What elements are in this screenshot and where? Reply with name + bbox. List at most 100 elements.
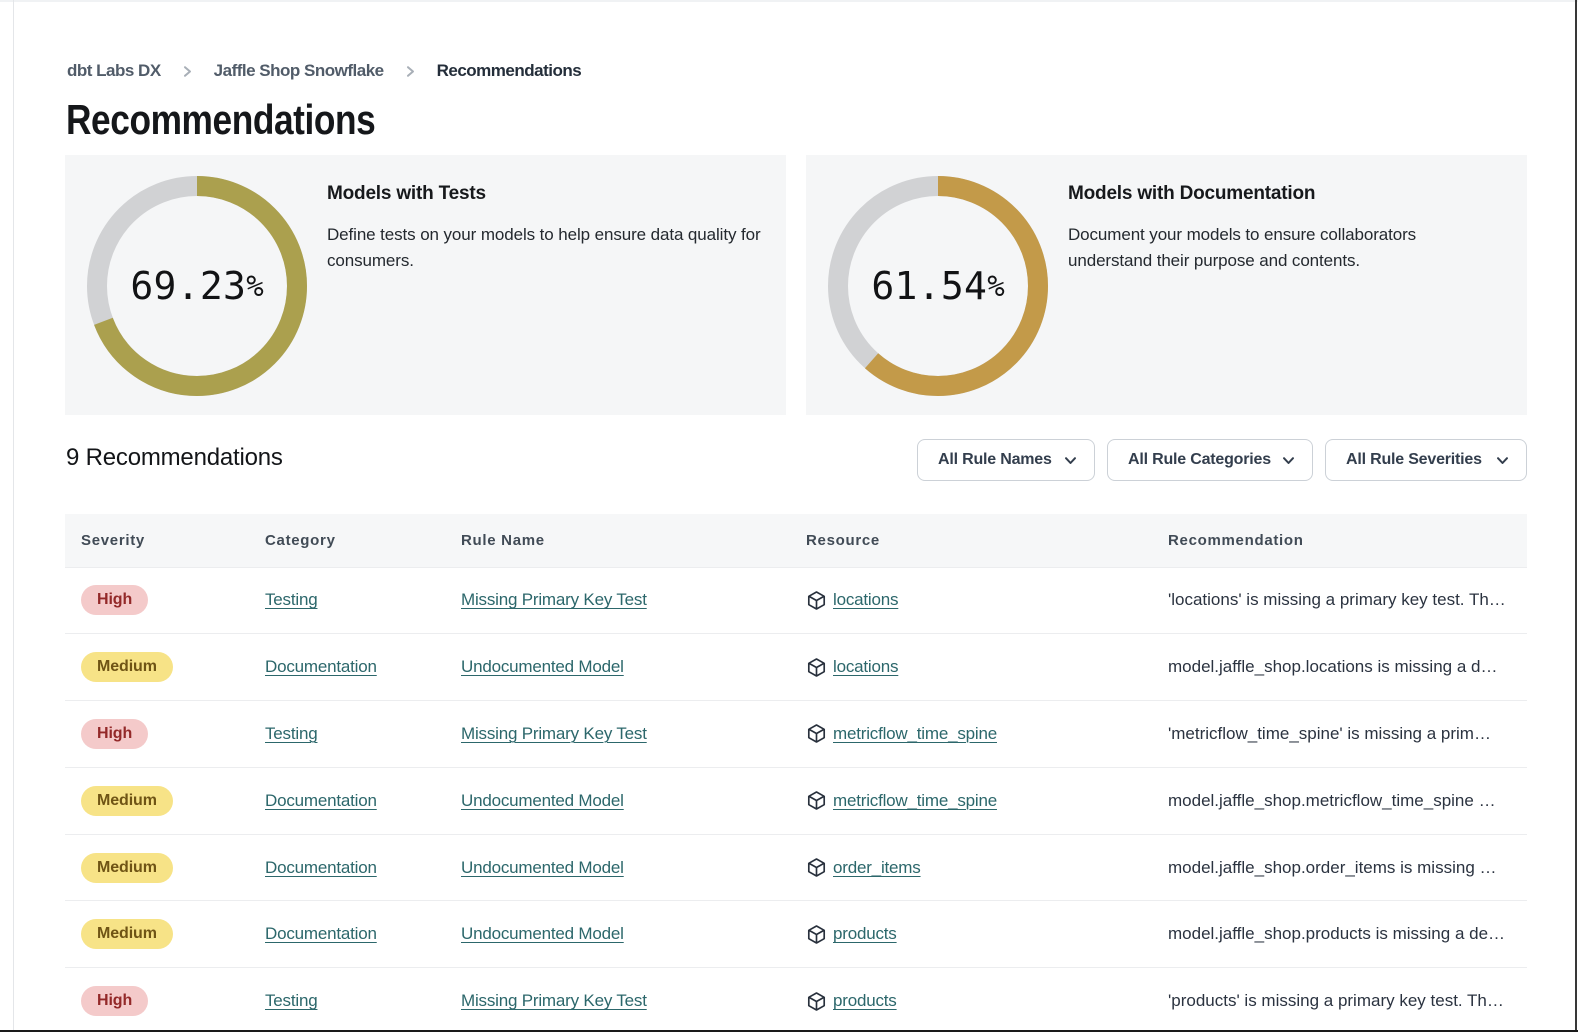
rule-name-link[interactable]: Missing Primary Key Test: [461, 723, 647, 743]
recommendation-cell: model.jaffle_shop.locations is missing a…: [1152, 633, 1527, 701]
table-row: Medium Documentation Undocumented Model …: [65, 833, 1527, 901]
category-link[interactable]: Documentation: [265, 924, 377, 944]
resource-cell-content: locations: [806, 657, 1144, 678]
category-cell: Testing: [249, 967, 445, 1035]
breadcrumb-segment: Jaffle Shop Snowflake: [214, 61, 416, 81]
metric-card-title: Models with Tests: [327, 183, 486, 204]
donut-svg: [87, 176, 307, 396]
breadcrumb-item[interactable]: dbt Labs DX: [67, 61, 161, 80]
rule-name-link[interactable]: Missing Primary Key Test: [461, 991, 647, 1011]
recommendation-cell: model.jaffle_shop.order_items is missing…: [1152, 833, 1527, 901]
cube-icon: [807, 925, 826, 944]
breadcrumb-item[interactable]: Jaffle Shop Snowflake: [213, 61, 384, 80]
metric-card-description: Document your models to ensure collabora…: [1068, 225, 1417, 270]
column-header-resource: Resource: [790, 514, 1152, 567]
chevron-right-icon: [405, 65, 416, 78]
breadcrumb-item[interactable]: Recommendations: [436, 61, 582, 80]
recommendation-cell: model.jaffle_shop.metricflow_time_spine …: [1152, 766, 1527, 835]
resource-link[interactable]: products: [833, 924, 897, 944]
recommendation-cell: 'products' is missing a primary key test…: [1152, 967, 1527, 1035]
category-link[interactable]: Documentation: [265, 657, 377, 677]
breadcrumb-segment: Recommendations: [437, 61, 582, 81]
metric-card-description: Define tests on your models to help ensu…: [327, 225, 761, 270]
severity-badge: Medium: [81, 919, 173, 950]
category-link[interactable]: Testing: [265, 723, 318, 743]
column-header-recommendation: Recommendation: [1152, 514, 1527, 567]
resource-cell-content: products: [806, 924, 1144, 945]
recommendation-cell: 'locations' is missing a primary key tes…: [1152, 566, 1527, 634]
metric-card-title: Models with Documentation: [1068, 183, 1316, 204]
rule-name-cell: Missing Primary Key Test: [445, 566, 790, 634]
recommendation-cell: 'metricflow_time_spine' is missing a pri…: [1152, 700, 1527, 768]
recommendation-text: model.jaffle_shop.order_items is missing…: [1168, 857, 1497, 877]
category-link[interactable]: Documentation: [265, 857, 377, 877]
filter-dropdown[interactable]: All Rule Categories: [1107, 439, 1313, 481]
severity-cell: Medium: [65, 900, 249, 968]
filter-bar: All Rule Names All Rule Categories All R…: [917, 439, 1527, 481]
rule-name-link[interactable]: Undocumented Model: [461, 657, 624, 677]
severity-cell: High: [65, 566, 249, 634]
window-bottom-edge: [0, 1029, 1578, 1032]
donut-chart: 69.23%: [87, 176, 307, 396]
rule-name-link[interactable]: Undocumented Model: [461, 924, 624, 944]
resource-link[interactable]: metricflow_time_spine: [833, 723, 997, 743]
rule-name-link[interactable]: Missing Primary Key Test: [461, 590, 647, 610]
resource-cell-content: products: [806, 991, 1144, 1012]
resource-link[interactable]: order_items: [833, 857, 921, 877]
severity-badge: Medium: [81, 652, 173, 683]
filter-dropdown[interactable]: All Rule Names: [917, 439, 1095, 481]
rule-name-link[interactable]: Undocumented Model: [461, 790, 624, 810]
metric-cards: 69.23% Models with Tests Define tests on…: [65, 155, 1527, 415]
sidebar-divider: [13, 0, 14, 1032]
severity-badge: Medium: [81, 852, 173, 883]
chevron-down-icon: [1497, 456, 1508, 464]
category-link[interactable]: Testing: [265, 991, 318, 1011]
category-link[interactable]: Documentation: [265, 790, 377, 810]
resource-link[interactable]: locations: [833, 657, 899, 677]
severity-badge: High: [81, 585, 149, 616]
table-row: Medium Documentation Undocumented Model …: [65, 766, 1527, 835]
resource-link[interactable]: products: [833, 991, 897, 1011]
recommendation-text: 'metricflow_time_spine' is missing a pri…: [1168, 723, 1491, 743]
resource-link[interactable]: metricflow_time_spine: [833, 790, 997, 810]
metric-card-text: Models with Documentation Document your …: [1068, 181, 1528, 274]
severity-cell: High: [65, 967, 249, 1035]
resource-cell: metricflow_time_spine: [790, 700, 1152, 768]
severity-badge: High: [81, 986, 149, 1017]
resource-cell: products: [790, 967, 1152, 1035]
category-cell: Testing: [249, 700, 445, 768]
column-header-severity: Severity: [65, 514, 249, 567]
category-cell: Documentation: [249, 633, 445, 701]
resource-cell-content: metricflow_time_spine: [806, 723, 1144, 744]
recommendation-text: model.jaffle_shop.locations is missing a…: [1168, 657, 1498, 677]
resource-link[interactable]: locations: [833, 590, 899, 610]
table-row: High Testing Missing Primary Key Test lo…: [65, 566, 1527, 634]
severity-cell: Medium: [65, 633, 249, 701]
table-row: Medium Documentation Undocumented Model …: [65, 633, 1527, 701]
cube-icon: [807, 791, 826, 810]
rule-name-cell: Undocumented Model: [445, 633, 790, 701]
donut-chart: 61.54%: [828, 176, 1048, 396]
donut-progress: [828, 176, 1048, 396]
severity-badge: High: [81, 718, 149, 749]
recommendation-text: model.jaffle_shop.products is missing a …: [1168, 924, 1506, 944]
window-right-edge: [1575, 0, 1577, 1032]
breadcrumb: dbt Labs DX Jaffle Shop Snowflake Recomm…: [67, 60, 582, 82]
severity-badge: Medium: [81, 785, 173, 816]
category-cell: Documentation: [249, 900, 445, 968]
donut-progress: [87, 176, 307, 396]
rule-name-cell: Missing Primary Key Test: [445, 967, 790, 1035]
resource-cell: locations: [790, 633, 1152, 701]
category-cell: Testing: [249, 566, 445, 634]
donut-value: 69.23%: [130, 264, 264, 308]
donut-value: 61.54%: [871, 264, 1005, 308]
recommendation-text: 'locations' is missing a primary key tes…: [1168, 590, 1506, 610]
cube-icon: [807, 591, 826, 610]
severity-cell: High: [65, 700, 249, 768]
category-link[interactable]: Testing: [265, 590, 318, 610]
recommendation-cell: model.jaffle_shop.products is missing a …: [1152, 900, 1527, 968]
filter-dropdown[interactable]: All Rule Severities: [1325, 439, 1527, 481]
metric-card: 69.23% Models with Tests Define tests on…: [65, 155, 786, 415]
rule-name-cell: Undocumented Model: [445, 900, 790, 968]
rule-name-link[interactable]: Undocumented Model: [461, 857, 624, 877]
